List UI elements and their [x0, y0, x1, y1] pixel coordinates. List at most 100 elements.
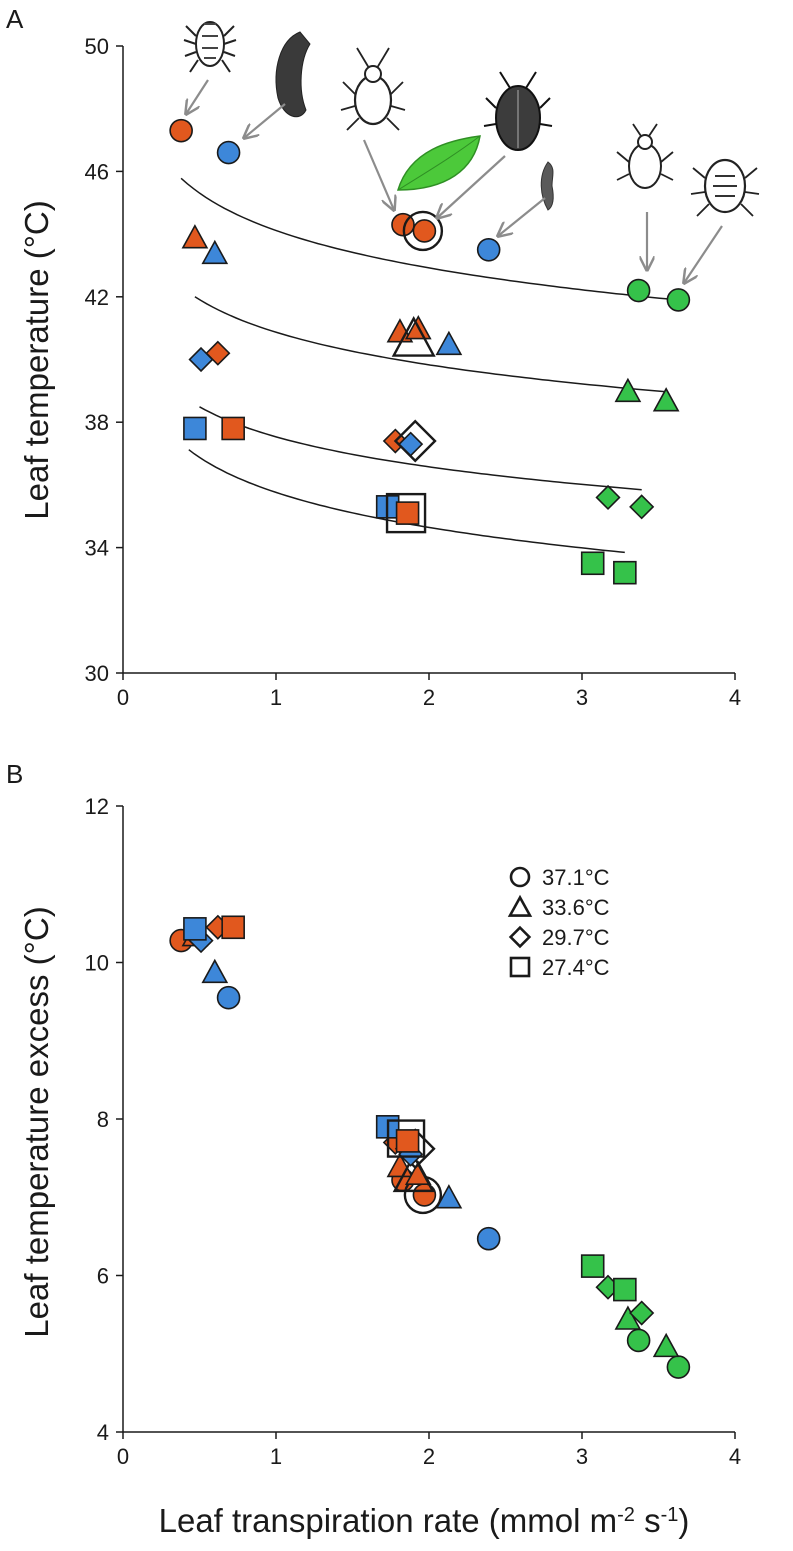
data-point-diamond [629, 494, 655, 520]
legend-label: 37.1°C [542, 865, 610, 890]
legend: 37.1°C 33.6°C 29.7°C 27.4°C [507, 865, 610, 980]
data-point-circle [476, 1226, 501, 1251]
data-point-circle [216, 985, 241, 1010]
data-point-square [183, 917, 207, 941]
mite-illustration [183, 21, 237, 73]
open-point-triangle [392, 1153, 435, 1193]
open-point-square [386, 1119, 426, 1158]
data-point-triangle [652, 387, 680, 412]
data-point-diamond [595, 484, 621, 511]
y-tick-label: 10 [85, 951, 109, 976]
fit-curve-square [188, 449, 625, 554]
panel-a-letter: A [6, 4, 24, 34]
data-point-square [613, 1277, 637, 1302]
data-point-circle [626, 1328, 651, 1353]
panel-a-points [169, 118, 691, 585]
legend-marker-circle [509, 866, 531, 888]
open-point-triangle [391, 315, 436, 357]
y-tick-label: 46 [85, 159, 109, 184]
caterpillar-illustration [275, 31, 311, 118]
data-point-circle [666, 1355, 691, 1379]
fit-curve-diamond [199, 406, 642, 491]
x-axis-label: Leaf transpiration rate (mmol m-2 s-1) [159, 1502, 690, 1539]
data-point-circle [476, 237, 501, 262]
x-tick-label: 2 [423, 685, 435, 710]
y-tick-label: 50 [85, 34, 109, 59]
x-tick-label: 3 [576, 685, 588, 710]
y-tick-label: 8 [97, 1107, 109, 1132]
x-tick-label: 1 [270, 1444, 282, 1469]
y-tick-label: 6 [97, 1264, 109, 1289]
data-point-square [580, 1254, 605, 1278]
arrow-7 [684, 225, 723, 283]
data-point-square [580, 551, 605, 576]
x-axis-label-end: ) [678, 1502, 689, 1539]
open-point-circle [402, 210, 444, 252]
data-point-triangle [435, 1184, 463, 1209]
x-axis-label-mid: s [635, 1502, 661, 1539]
legend-label: 33.6°C [542, 895, 610, 920]
x-tick-label: 1 [270, 685, 282, 710]
panel-a-y-axis-label: Leaf temperature (°C) [18, 200, 55, 520]
leaf-illustration [396, 135, 481, 191]
x-tick-label: 4 [729, 1444, 741, 1469]
x-axis-label-main: Leaf transpiration rate (mmol m [159, 1502, 618, 1539]
y-tick-label: 42 [85, 285, 109, 310]
y-tick-label: 30 [85, 661, 109, 686]
x-axis-label-sup2: -1 [661, 1504, 679, 1526]
aphid-right-illustration [616, 123, 674, 189]
data-point-circle [412, 1183, 437, 1207]
data-point-triangle [614, 377, 642, 403]
panel-b-points [169, 914, 691, 1379]
data-point-square [221, 915, 245, 940]
panel-b: B Leaf temperature excess (°C) 0 1 2 3 44681… [6, 759, 741, 1469]
data-point-triangle [652, 1332, 680, 1358]
data-point-square [395, 1129, 420, 1153]
data-point-diamond [205, 340, 231, 366]
legend-label: 27.4°C [542, 955, 610, 980]
aphid-illustration [340, 47, 406, 131]
legend-marker-square [509, 956, 531, 978]
legend-marker-triangle [507, 894, 533, 917]
data-point-triangle [181, 224, 209, 249]
fit-curve-circle [180, 177, 679, 301]
data-point-diamond [629, 1300, 655, 1326]
beetle-illustration [483, 71, 553, 151]
larva-illustration [540, 161, 554, 211]
legend-label: 29.7°C [542, 925, 610, 950]
data-point-triangle [201, 958, 229, 984]
x-tick-label: 0 [117, 685, 129, 710]
panel-b-letter: B [6, 759, 23, 789]
data-point-triangle [435, 330, 463, 356]
x-tick-label: 2 [423, 1444, 435, 1469]
data-point-square [183, 416, 207, 441]
data-point-circle [412, 219, 437, 243]
x-tick-label: 3 [576, 1444, 588, 1469]
data-point-triangle [201, 239, 229, 265]
panel-b-y-axis-label: Leaf temperature excess (°C) [18, 906, 55, 1337]
x-tick-label: 4 [729, 685, 741, 710]
open-point-square [385, 492, 427, 534]
arrow-3 [362, 139, 394, 210]
legend-marker-diamond [508, 925, 532, 949]
illustrations [183, 21, 760, 283]
y-tick-label: 4 [97, 1420, 109, 1445]
arrow-4 [437, 155, 506, 218]
data-point-square [221, 416, 245, 441]
data-point-circle [626, 278, 651, 303]
y-tick-label: 34 [85, 536, 109, 561]
data-point-square [613, 560, 637, 585]
fit-curve-triangle [194, 296, 667, 393]
data-point-circle [169, 118, 193, 143]
data-point-triangle [614, 1305, 642, 1330]
y-tick-label: 12 [85, 794, 109, 819]
arrow-5 [498, 197, 546, 236]
x-tick-label: 0 [117, 1444, 129, 1469]
bug-right-illustration [690, 158, 760, 217]
data-point-diamond [398, 431, 424, 457]
panel-a: A Leaf temperature (°C) 0 1 2 3 430343842465… [6, 4, 760, 710]
x-axis-label-sup1: -2 [617, 1504, 635, 1526]
